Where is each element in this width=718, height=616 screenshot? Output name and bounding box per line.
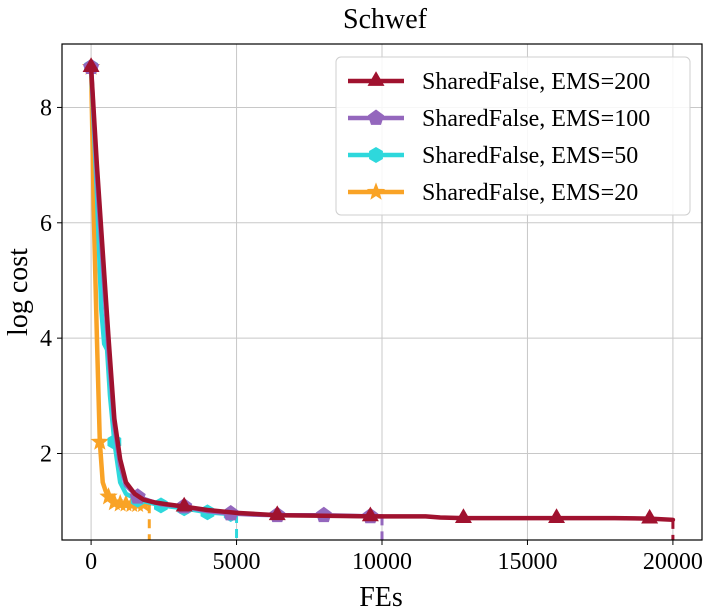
- data-point-triangle: [367, 71, 385, 86]
- x-axis-ticks: 0 5000 10000 15000 20000: [85, 540, 703, 575]
- data-point-triangle: [454, 508, 472, 523]
- data-point-triangle: [268, 505, 286, 521]
- x-tick-label: 20000: [643, 549, 703, 575]
- y-axis-label: log cost: [3, 248, 34, 336]
- data-point-star: [90, 432, 109, 450]
- series-line: [88, 64, 676, 523]
- legend: SharedFalse, EMS=200 SharedFalse, EMS=100…: [335, 56, 691, 216]
- legend-item: SharedFalse, EMS=200: [348, 69, 650, 95]
- chart-title: Schwef: [343, 4, 428, 35]
- y-tick-label: 8: [40, 95, 52, 121]
- x-axis-label: FEs: [359, 582, 403, 613]
- legend-label: SharedFalse, EMS=100: [422, 106, 650, 132]
- series-layer: [81, 57, 676, 540]
- data-point-triangle: [548, 508, 566, 523]
- series-line-group: [82, 57, 676, 540]
- data-point-triangle: [82, 57, 100, 72]
- legend-label: SharedFalse, EMS=50: [422, 143, 638, 169]
- x-tick-label: 10000: [352, 549, 412, 575]
- x-tick-label: 15000: [497, 549, 557, 575]
- data-point-triangle: [641, 508, 659, 524]
- y-tick-label: 2: [40, 441, 52, 467]
- legend-item: SharedFalse, EMS=50: [348, 143, 638, 169]
- legend-label: SharedFalse, EMS=20: [422, 180, 638, 206]
- data-point-hexagon: [369, 147, 383, 163]
- x-tick-label: 5000: [213, 549, 261, 575]
- data-point-star: [366, 182, 386, 200]
- data-point-triangle: [361, 506, 379, 522]
- x-tick-label: 0: [85, 549, 97, 575]
- y-tick-label: 4: [40, 326, 52, 352]
- y-tick-label: 6: [40, 211, 52, 237]
- legend-label: SharedFalse, EMS=200: [422, 69, 650, 95]
- data-point-pentagon: [367, 109, 385, 125]
- y-axis-ticks: 2 4 6 8: [40, 95, 62, 467]
- legend-box: [335, 56, 691, 216]
- legend-item: SharedFalse, EMS=100: [348, 106, 650, 132]
- data-point-triangle: [175, 496, 193, 512]
- legend-item: SharedFalse, EMS=20: [348, 180, 638, 206]
